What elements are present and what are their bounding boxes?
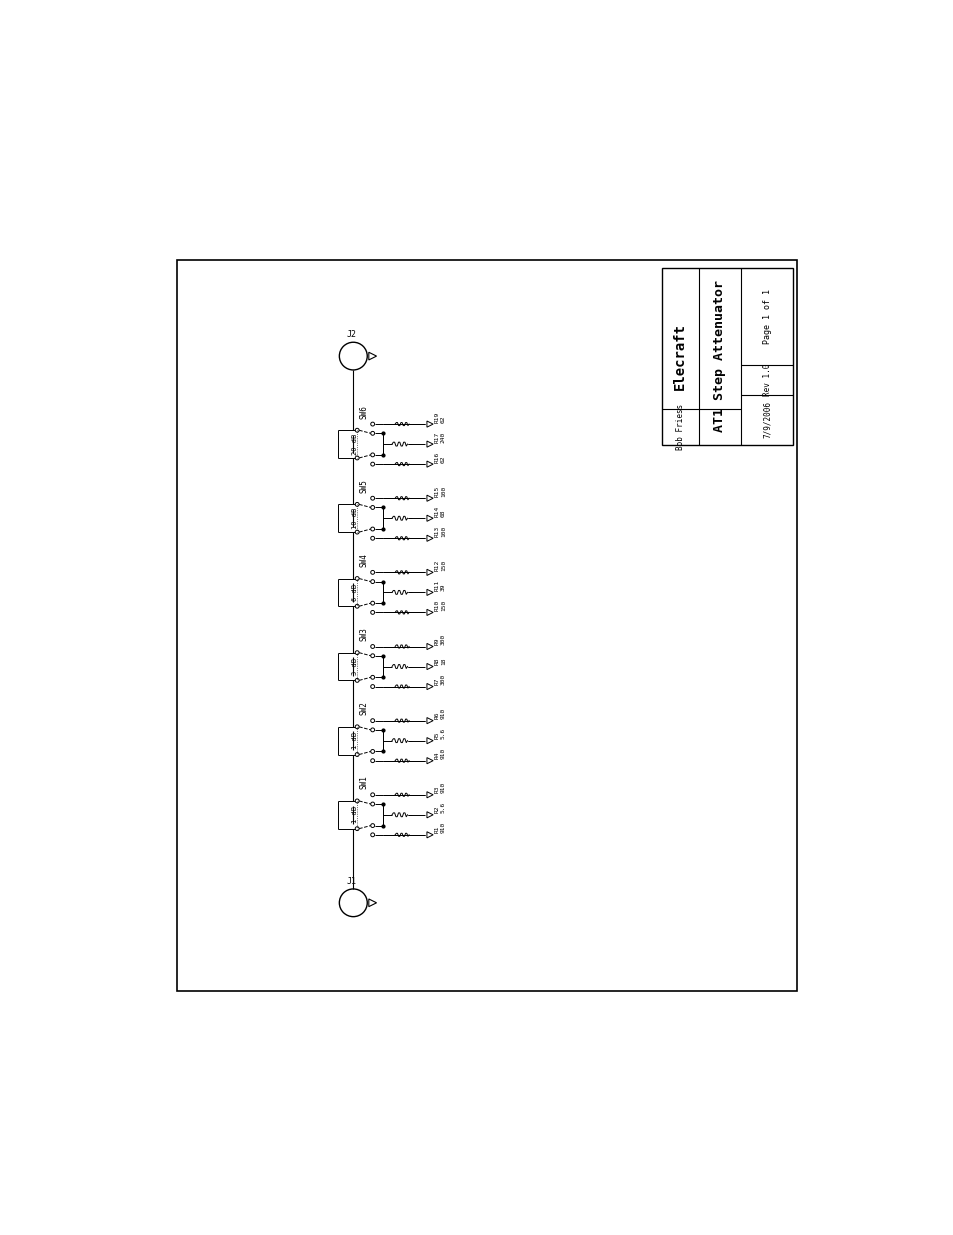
Text: SW5: SW5 [359, 479, 368, 493]
Text: R4: R4 [435, 752, 439, 760]
Text: 300: 300 [440, 634, 445, 645]
Text: 910: 910 [440, 708, 445, 719]
Text: 300: 300 [440, 674, 445, 685]
Text: R19: R19 [435, 411, 439, 422]
Text: Rev 1.0: Rev 1.0 [761, 364, 771, 396]
Text: R7: R7 [435, 678, 439, 685]
Text: 150: 150 [440, 600, 445, 611]
Text: 100: 100 [440, 525, 445, 537]
Text: 5.6: 5.6 [440, 727, 445, 739]
Text: SW3: SW3 [359, 627, 368, 641]
Text: SW2: SW2 [359, 701, 368, 715]
Text: R15: R15 [435, 485, 439, 496]
Text: J2: J2 [346, 330, 356, 340]
Bar [661, 268, 793, 445]
Text: Bob Friess: Bob Friess [675, 404, 684, 450]
Text: Elecraft: Elecraft [673, 322, 686, 389]
Text: R1: R1 [435, 826, 439, 834]
Text: R6: R6 [435, 711, 439, 719]
Text: 910: 910 [440, 748, 445, 760]
Text: SW4: SW4 [359, 553, 368, 567]
Text: 6 dB: 6 dB [352, 584, 357, 601]
Bar [177, 259, 797, 992]
Text: 10 dB: 10 dB [352, 508, 357, 529]
Text: 1 dB: 1 dB [352, 806, 357, 824]
Text: J1: J1 [346, 877, 356, 885]
Text: Page 1 of 1: Page 1 of 1 [761, 289, 771, 343]
Text: 18: 18 [440, 657, 445, 664]
Text: R13: R13 [435, 525, 439, 537]
Text: 100: 100 [440, 485, 445, 496]
Text: 20 dB: 20 dB [352, 433, 357, 454]
Text: R14: R14 [435, 505, 439, 516]
Text: 1 dB: 1 dB [352, 732, 357, 750]
Text: R2: R2 [435, 805, 439, 814]
Text: R9: R9 [435, 637, 439, 645]
Text: 150: 150 [440, 559, 445, 571]
Text: 62: 62 [440, 454, 445, 463]
Text: R10: R10 [435, 600, 439, 611]
Text: AT1 Step Attenuator: AT1 Step Attenuator [713, 280, 725, 432]
Text: 5.6: 5.6 [440, 802, 445, 814]
Text: 3 dB: 3 dB [352, 658, 357, 676]
Text: 68: 68 [440, 509, 445, 516]
Text: 910: 910 [440, 782, 445, 793]
Text: R16: R16 [435, 451, 439, 463]
Text: 7/9/2006: 7/9/2006 [761, 401, 771, 438]
Text: 62: 62 [440, 415, 445, 422]
Text: SW6: SW6 [359, 405, 368, 419]
Text: R12: R12 [435, 559, 439, 571]
Text: R17: R17 [435, 431, 439, 442]
Text: SW1: SW1 [359, 776, 368, 789]
Text: R3: R3 [435, 785, 439, 793]
Text: 39: 39 [440, 583, 445, 590]
Text: 910: 910 [440, 823, 445, 834]
Text: R8: R8 [435, 657, 439, 664]
Text: 240: 240 [440, 431, 445, 442]
Text: R5: R5 [435, 731, 439, 739]
Text: R11: R11 [435, 579, 439, 590]
